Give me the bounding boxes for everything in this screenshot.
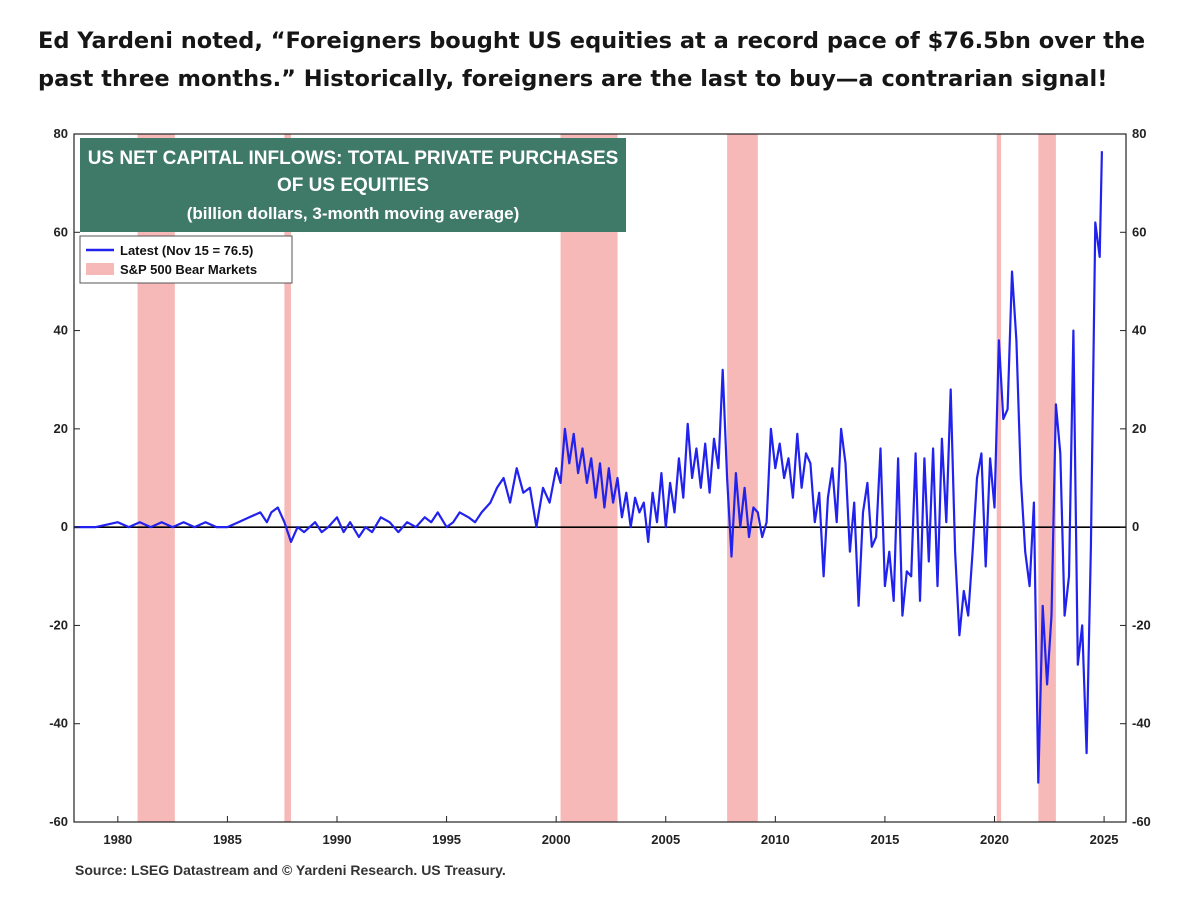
y-left-tick-label: -40 [49,716,68,731]
plot-frame [73,133,1127,823]
legend-band-label: S&P 500 Bear Markets [120,262,257,277]
y-left-tick-label: -60 [49,814,68,829]
x-tick-label: 2005 [651,832,680,847]
y-left-tick-label: 20 [54,421,68,436]
x-tick-label: 1990 [323,832,352,847]
y-right-tick-label: -20 [1132,617,1151,632]
chart-subtitle: (billion dollars, 3-month moving average… [187,204,520,223]
y-right-tick-label: 40 [1132,323,1146,338]
bear-market-band-5 [996,134,1002,822]
y-left-tick-label: 60 [54,224,68,239]
x-tick-label: 2025 [1090,832,1119,847]
y-right-tick-label: -40 [1132,716,1151,731]
y-right-tick-label: 80 [1132,126,1146,141]
bear-market-band-2 [284,134,291,822]
bear-market-band-4 [727,134,758,822]
y-right-tick-label: -60 [1132,814,1151,829]
y-right-tick-label: 20 [1132,421,1146,436]
y-right-tick-label: 60 [1132,224,1146,239]
chart-title-line-2: OF US EQUITIES [277,175,429,196]
x-tick-label: 2015 [870,832,899,847]
legend-box [79,235,293,284]
x-tick-label: 2020 [980,832,1009,847]
chart-title-line-1: US NET CAPITAL INFLOWS: TOTAL PRIVATE PU… [88,148,619,169]
x-tick-label: 1985 [213,832,242,847]
y-left-tick-label: 40 [54,323,68,338]
x-axis-ticks: 1980 1985 1990 1995 2000 2005 2010 2015 2020 2025 [103,816,1119,847]
headline-line-1: Ed Yardeni noted, “Foreigners bought US … [38,28,1146,54]
legend-line-label: Latest (Nov 15 = 76.5) [120,243,253,258]
bear-market-bands [137,134,1056,822]
title-box-background [80,138,626,232]
source-note: Source: LSEG Datastream and © Yardeni Re… [75,862,506,878]
x-tick-label: 1995 [432,832,461,847]
x-tick-label: 2000 [542,832,571,847]
headline: Ed Yardeni noted, “Foreigners bought US … [38,22,1178,98]
legend: Latest (Nov 15 = 76.5) S&P 500 Bear Mark… [79,235,293,284]
x-tick-label: 1980 [103,832,132,847]
series-line-net-equity-inflows [74,151,1103,784]
legend-band-swatch [86,263,114,275]
title-box: US NET CAPITAL INFLOWS: TOTAL PRIVATE PU… [80,138,626,232]
y-axis-left-ticks: 80 60 40 20 0 -20 -40 -60 [49,126,80,829]
y-left-tick-label: 80 [54,126,68,141]
y-axis-right-ticks: 80 60 40 20 0 -20 -40 -60 [1120,126,1151,829]
x-tick-label: 2010 [761,832,790,847]
y-left-tick-label: 0 [61,519,68,534]
bear-market-band-6 [1038,134,1056,822]
y-right-tick-label: 0 [1132,519,1139,534]
y-left-tick-label: -20 [49,617,68,632]
headline-line-2: past three months.” Historically, foreig… [38,66,1108,92]
